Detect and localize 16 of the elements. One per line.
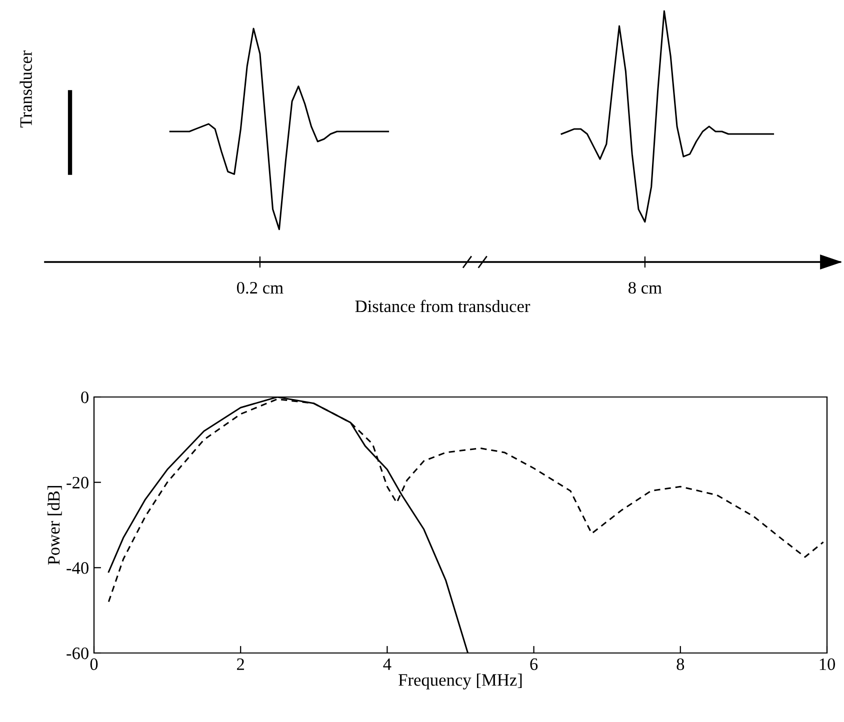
y-tick-label: 0 — [81, 391, 88, 404]
x-tick-label: 8 — [676, 658, 684, 670]
x-tick-label: 6 — [530, 658, 538, 670]
x-tick-label: 10 — [820, 658, 836, 670]
x-tick-label: 8 cm — [628, 282, 662, 294]
y-axis-title: Transducer — [20, 50, 32, 128]
x-tick-label: 4 — [383, 658, 392, 670]
y-axis-title: Power [dB] — [47, 486, 62, 565]
y-tick-label: -20 — [66, 476, 88, 489]
x-tick-label: 0 — [90, 658, 98, 670]
x-tick-label: 2 — [237, 658, 244, 670]
x-axis-title: Distance from transducer — [355, 300, 530, 312]
x-tick-label: 0.2 cm — [236, 282, 284, 294]
y-tick-label: -40 — [66, 562, 88, 574]
y-tick-label: -60 — [66, 647, 88, 660]
x-axis-title: Frequency [MHz] — [398, 674, 522, 690]
